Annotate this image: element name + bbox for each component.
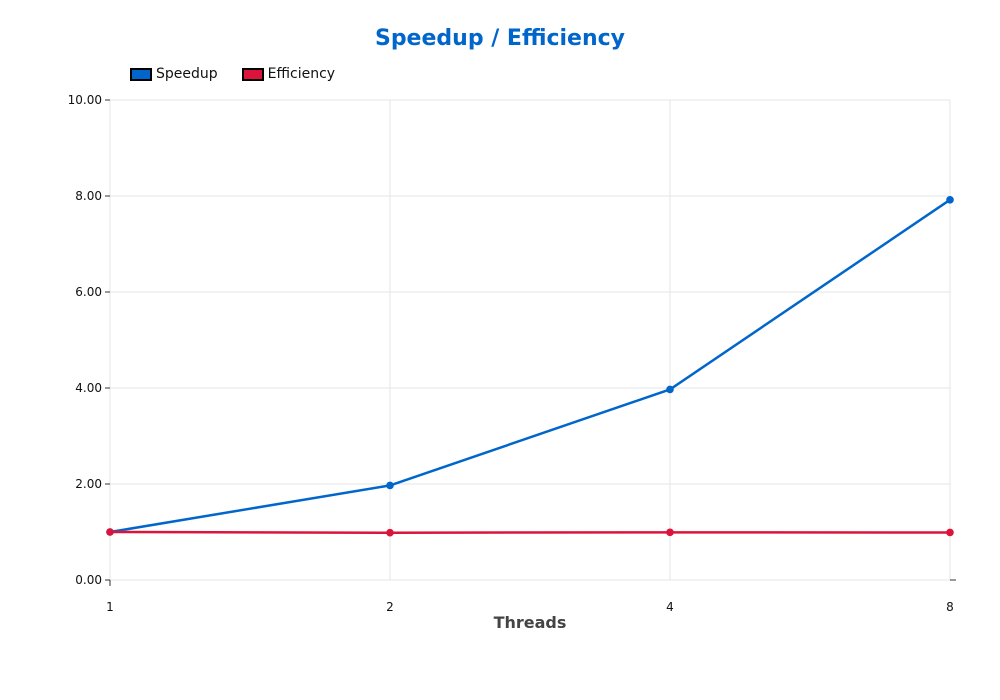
legend-swatch-efficiency xyxy=(241,67,264,81)
grid xyxy=(109,99,951,581)
series xyxy=(106,196,954,537)
y-tick-label-1: 2.00 xyxy=(75,477,102,491)
x-axis-title: Threads xyxy=(494,613,567,632)
data-point-efficiency-3[interactable] xyxy=(946,528,954,537)
series-line-efficiency xyxy=(109,530,951,534)
legend-item-efficiency[interactable]: Efficiency xyxy=(241,66,336,82)
legend-swatch-speedup xyxy=(130,67,152,81)
x-tick-label-2: 4 xyxy=(666,600,674,614)
legend-label-speedup: Speedup xyxy=(156,66,218,82)
legend-label-efficiency: Efficiency xyxy=(267,66,336,82)
legend-item-speedup[interactable]: Speedup xyxy=(130,66,218,82)
y-tick-label-4: 8.00 xyxy=(75,189,102,203)
series-line-speedup xyxy=(109,198,951,534)
x-tick-label-3: 8 xyxy=(946,600,954,614)
chart-title: Speedup / Efficiency xyxy=(374,26,626,51)
axes: 0.00 2.00 4.00 6.00 8.00 10.00 1 2 4 8 xyxy=(68,93,956,614)
y-tick-label-5: 10.00 xyxy=(68,93,102,107)
legend: Speedup Efficiency xyxy=(130,66,335,82)
data-point-speedup-3[interactable] xyxy=(946,196,954,204)
x-tick-label-1: 2 xyxy=(386,600,394,614)
data-point-speedup-2[interactable] xyxy=(666,385,674,394)
y-tick-label-3: 6.00 xyxy=(75,285,102,299)
data-point-efficiency-2[interactable] xyxy=(666,528,674,537)
y-tick-label-2: 4.00 xyxy=(75,381,102,395)
data-point-speedup-1[interactable] xyxy=(386,481,394,490)
x-tick-label-0: 1 xyxy=(106,600,114,614)
data-point-efficiency-1[interactable] xyxy=(386,528,394,537)
data-point-efficiency-0[interactable] xyxy=(106,528,114,536)
y-tick-label-0: 0.00 xyxy=(75,573,102,587)
